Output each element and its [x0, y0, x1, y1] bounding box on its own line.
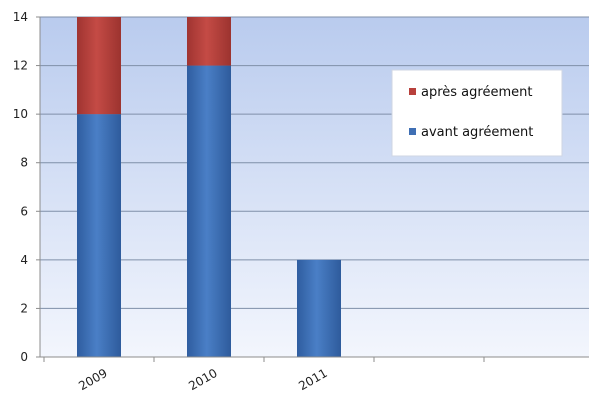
x-tick-label-2011: 2011 — [296, 366, 329, 393]
y-tick-label-4: 4 — [20, 253, 28, 267]
y-tick-label-2: 2 — [20, 301, 28, 315]
axes — [39, 17, 589, 362]
y-tick-label-6: 6 — [20, 204, 28, 218]
bar-2009-1 — [77, 17, 121, 115]
legend-box — [391, 69, 563, 157]
x-tick-label-2009: 2009 — [76, 366, 109, 393]
legend-label-avant: avant agréement — [421, 125, 533, 140]
legend-swatch-avant — [409, 128, 416, 135]
bars — [77, 17, 341, 358]
bar-2010-1 — [187, 17, 231, 66]
y-tick-label-8: 8 — [20, 156, 28, 170]
legend: après agréement avant agréement — [391, 69, 563, 157]
y-tick-label-12: 12 — [13, 59, 28, 73]
y-tick-label-14: 14 — [13, 10, 28, 24]
bar-2009-0 — [77, 114, 121, 358]
y-tick-labels: 0 2 4 6 8 10 12 14 — [13, 10, 40, 364]
x-tick-labels: 2009 2010 2011 — [76, 366, 329, 393]
y-tick-label-0: 0 — [20, 350, 28, 364]
legend-swatch-apres — [409, 88, 416, 95]
legend-label-apres: après agréement — [421, 85, 532, 100]
bar-2011-0 — [297, 259, 341, 357]
x-tick-label-2010: 2010 — [186, 366, 219, 393]
bar-2010-0 — [187, 65, 231, 358]
y-tick-label-10: 10 — [13, 107, 28, 121]
